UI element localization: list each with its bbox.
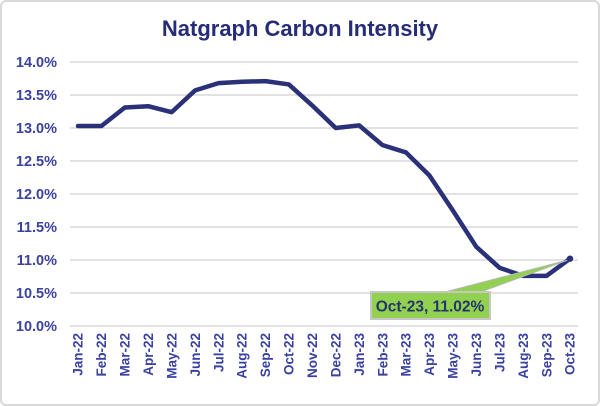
gridlines-layer: 10.0% 10.5% 11.0% 11.5% 12.0% 12.5% 13.0% 13.5%… bbox=[16, 55, 578, 335]
x-tick-label: Feb-23 bbox=[375, 333, 390, 377]
y-tick-label: 12.0% bbox=[16, 187, 57, 203]
x-tick-label: Jan-22 bbox=[71, 333, 86, 376]
y-tick-label: 13.5% bbox=[16, 88, 57, 104]
annotation-callout-layer bbox=[370, 259, 570, 320]
x-tick-label: May-23 bbox=[446, 333, 461, 379]
x-tick-label: Mar-23 bbox=[399, 333, 414, 377]
chart-title: Natgraph Carbon Intensity bbox=[162, 16, 439, 41]
annotation-label: Oct-23, 11.02% bbox=[376, 298, 485, 315]
y-tick-label: 10.5% bbox=[16, 286, 57, 302]
x-tick-label: Nov-22 bbox=[305, 333, 320, 378]
x-tick-label: Feb-22 bbox=[94, 333, 109, 377]
x-tick-label: Jan-23 bbox=[352, 333, 367, 376]
x-tick-label: Oct-22 bbox=[282, 333, 297, 375]
callout-leader bbox=[440, 259, 570, 294]
y-tick-label: 10.0% bbox=[16, 319, 57, 335]
callout-box bbox=[370, 291, 491, 320]
x-tick-label: Jun-23 bbox=[469, 333, 484, 377]
y-tick-label: 11.5% bbox=[17, 220, 57, 236]
x-tick-label: Aug-23 bbox=[516, 333, 531, 379]
x-tick-label: Jul-23 bbox=[492, 333, 507, 373]
end-point-marker-layer bbox=[566, 255, 574, 262]
x-tick-label: Sep-23 bbox=[539, 333, 554, 378]
x-tick-label: Jul-22 bbox=[211, 333, 226, 372]
end-point-marker bbox=[566, 255, 574, 262]
x-tick-label: Jun-22 bbox=[188, 333, 203, 377]
x-tick-label: Sep-22 bbox=[258, 333, 273, 377]
x-tick-label: Mar-22 bbox=[118, 333, 133, 377]
y-tick-label: 12.5% bbox=[16, 154, 57, 170]
x-tick-label: Oct-23 bbox=[563, 333, 578, 376]
y-tick-label: 13.0% bbox=[16, 121, 57, 137]
x-tick-label: Aug-22 bbox=[235, 333, 250, 379]
y-tick-label: 14.0% bbox=[16, 55, 57, 71]
y-tick-label: 11.0% bbox=[17, 253, 57, 269]
x-tick-label: Apr-23 bbox=[422, 333, 437, 376]
data-line bbox=[75, 78, 573, 279]
x-tick-label: Dec-22 bbox=[328, 333, 343, 377]
x-tick-label: May-22 bbox=[164, 333, 179, 379]
x-axis-labels-layer: Jan-22 Feb-22 Mar-22 Apr-22 May-22 Jun-22 Jul-… bbox=[71, 333, 578, 379]
series-layer bbox=[75, 78, 573, 279]
x-tick-label: Apr-22 bbox=[141, 333, 156, 376]
